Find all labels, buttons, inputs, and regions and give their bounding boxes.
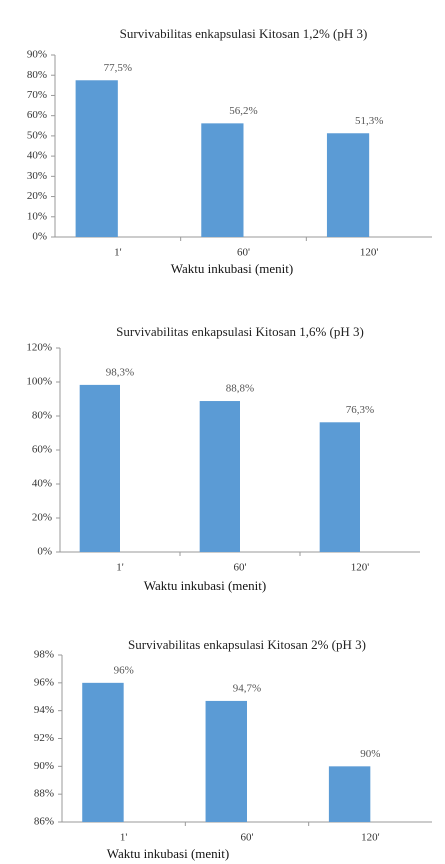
- value-label: 76,3%: [346, 404, 374, 416]
- value-label: 51,3%: [355, 115, 383, 127]
- y-tick-label: 70%: [27, 89, 47, 101]
- y-tick-label: 90%: [27, 49, 47, 61]
- bar: [328, 766, 371, 822]
- value-label: 77,5%: [104, 62, 132, 74]
- bar: [199, 401, 240, 552]
- value-label: 88,8%: [226, 383, 254, 395]
- bar: [319, 422, 360, 552]
- x-tick-label: 120': [351, 562, 370, 574]
- bar: [205, 700, 247, 822]
- y-tick-label: 60%: [32, 444, 52, 456]
- y-tick-label: 0%: [32, 231, 47, 243]
- y-tick-label: 80%: [27, 69, 47, 81]
- bar: [326, 133, 370, 237]
- y-tick-label: 80%: [32, 410, 52, 422]
- y-tick-label: 40%: [32, 478, 52, 490]
- x-tick-label: 120': [361, 832, 380, 844]
- bar: [82, 682, 124, 822]
- x-tick-label: 60': [234, 562, 247, 574]
- value-label: 98,3%: [106, 366, 134, 378]
- x-tick-label: 1': [116, 562, 124, 574]
- value-label: 94,7%: [233, 682, 261, 694]
- y-tick-label: 120%: [26, 342, 52, 354]
- y-tick-label: 96%: [34, 676, 54, 688]
- chart-title: Survivabilitas enkapsulasi Kitosan 2% (p…: [128, 637, 366, 652]
- y-tick-label: 94%: [34, 704, 54, 716]
- y-tick-label: 50%: [27, 129, 47, 141]
- y-tick-label: 92%: [34, 732, 54, 744]
- y-tick-label: 60%: [27, 109, 47, 121]
- value-label: 56,2%: [229, 105, 257, 117]
- x-tick-label: 60': [241, 832, 254, 844]
- x-tick-label: 60': [237, 247, 250, 259]
- bar: [79, 384, 120, 552]
- y-tick-label: 86%: [34, 816, 54, 828]
- y-tick-label: 100%: [26, 376, 52, 388]
- x-axis-label: Waktu inkubasi (menit): [107, 846, 229, 861]
- bar: [201, 123, 244, 237]
- chart-title: Survivabilitas enkapsulasi Kitosan 1,6% …: [116, 324, 364, 339]
- x-axis-label: Waktu inkubasi (menit): [144, 578, 266, 593]
- y-tick-label: 88%: [34, 788, 54, 800]
- value-label: 90%: [360, 748, 380, 760]
- value-label: 96%: [114, 664, 134, 676]
- chart-title: Survivabilitas enkapsulasi Kitosan 1,2% …: [120, 26, 368, 41]
- y-tick-label: 20%: [32, 512, 52, 524]
- y-tick-label: 90%: [34, 760, 54, 772]
- x-axis-label: Waktu inkubasi (menit): [171, 261, 293, 276]
- y-tick-label: 20%: [27, 190, 47, 202]
- y-tick-label: 10%: [27, 210, 47, 222]
- x-tick-label: 120': [360, 247, 379, 259]
- y-tick-label: 30%: [27, 170, 47, 182]
- bar: [75, 80, 118, 238]
- y-tick-label: 0%: [37, 546, 52, 558]
- x-tick-label: 1': [114, 247, 122, 259]
- x-tick-label: 1': [120, 832, 128, 844]
- y-tick-label: 40%: [27, 150, 47, 162]
- y-tick-label: 98%: [34, 649, 54, 661]
